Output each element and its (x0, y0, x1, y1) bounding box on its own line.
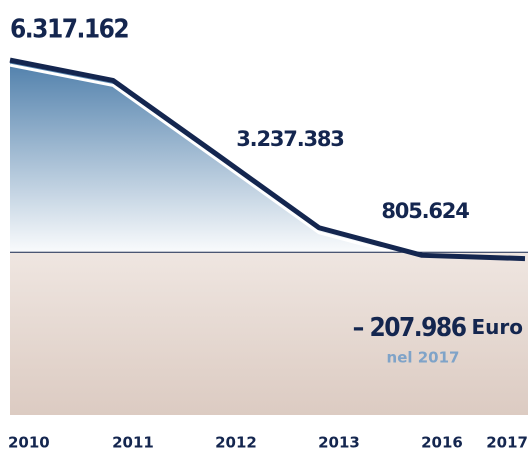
line-highlight (9, 63, 397, 252)
final-value: – 207.986 Euro (353, 313, 523, 343)
x-tick-label: 2012 (215, 434, 257, 452)
x-tick-label: 2016 (421, 434, 463, 452)
x-tick-label: 2013 (318, 434, 360, 452)
x-tick-label: 2010 (8, 434, 50, 452)
negative-background (10, 252, 528, 415)
x-tick-label: 2017 (486, 434, 528, 452)
unit: Euro (471, 315, 523, 339)
line (9, 57, 526, 262)
note: nel 2017 (387, 349, 460, 367)
value-label: 805.624 (381, 199, 469, 223)
value-label: 3.237.383 (236, 127, 343, 151)
area (10, 60, 410, 252)
value-label: 6.317.162 (10, 15, 128, 45)
final-value-number: – 207.986 (353, 313, 467, 343)
x-tick-label: 2011 (112, 434, 154, 452)
